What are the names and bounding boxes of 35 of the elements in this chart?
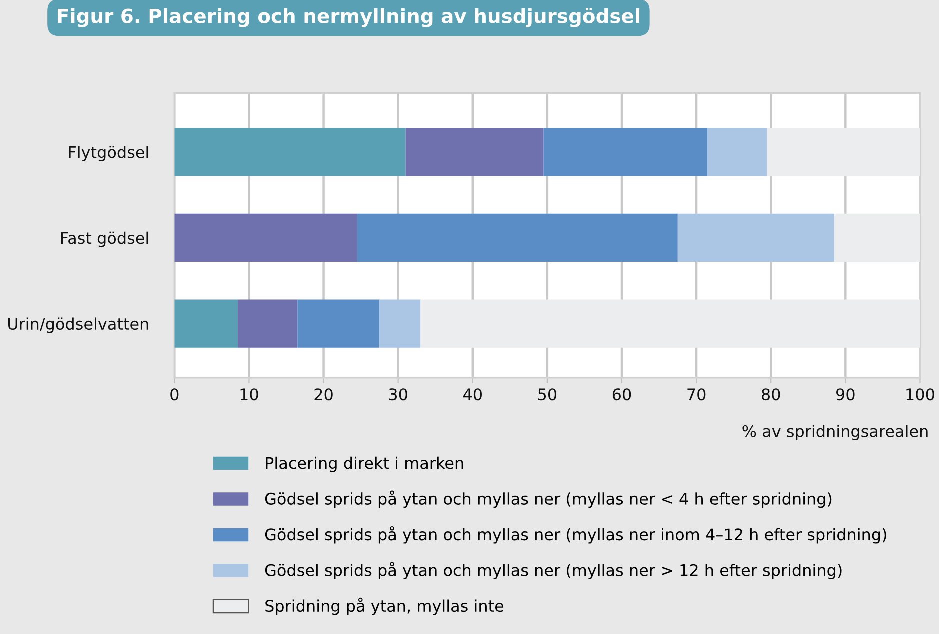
bar (380, 300, 421, 348)
bar (298, 300, 380, 348)
chart-title: Figur 6. Placering och nermyllning av husdjursgödsel (58, 8, 640, 28)
bar (420, 300, 920, 348)
legend-label: Gödsel sprids på ytan och myllas ner (myllas ner < 4 h efter spridning) (265, 490, 832, 508)
legend-label: Spridning på ytan, myllas inte (266, 598, 504, 616)
legend-label: Gödsel sprids på ytan och myllas ner (myllas ner inom 4–12 h efter spridning) (265, 526, 886, 544)
x-tick-label: 60 (612, 388, 632, 401)
x-tick-label: 20 (314, 388, 333, 401)
bar (406, 128, 544, 176)
x-tick-label: 30 (389, 388, 408, 401)
y-tick-label: Fast gödsel (61, 232, 148, 248)
bar (174, 214, 358, 262)
bar (544, 128, 708, 176)
bar (708, 128, 768, 176)
bar (834, 214, 920, 262)
bar (238, 300, 298, 348)
y-tick-label: Urin/gödselvatten (8, 318, 148, 334)
x-tick-label: 10 (240, 388, 258, 401)
x-tick-label: 70 (688, 388, 706, 401)
x-tick-label: 80 (762, 388, 780, 401)
bar (174, 300, 238, 348)
bar (357, 214, 678, 262)
legend-label: Gödsel sprids på ytan och myllas ner (myllas ner > 12 h efter spridning) (265, 562, 842, 580)
bar (678, 214, 834, 262)
bar (767, 128, 920, 176)
x-tick-label: 0 (170, 388, 179, 401)
legend-label: Placering direkt i marken (266, 456, 464, 472)
x-tick-label: 40 (464, 388, 482, 401)
x-tick-label: 90 (836, 388, 855, 401)
x-axis-title: % av spridningsarealen (742, 425, 928, 441)
x-tick-label: 100 (906, 388, 934, 401)
x-tick-label: 50 (538, 388, 557, 401)
y-tick-label: Flytgödsel (69, 146, 148, 162)
bar (174, 128, 406, 176)
